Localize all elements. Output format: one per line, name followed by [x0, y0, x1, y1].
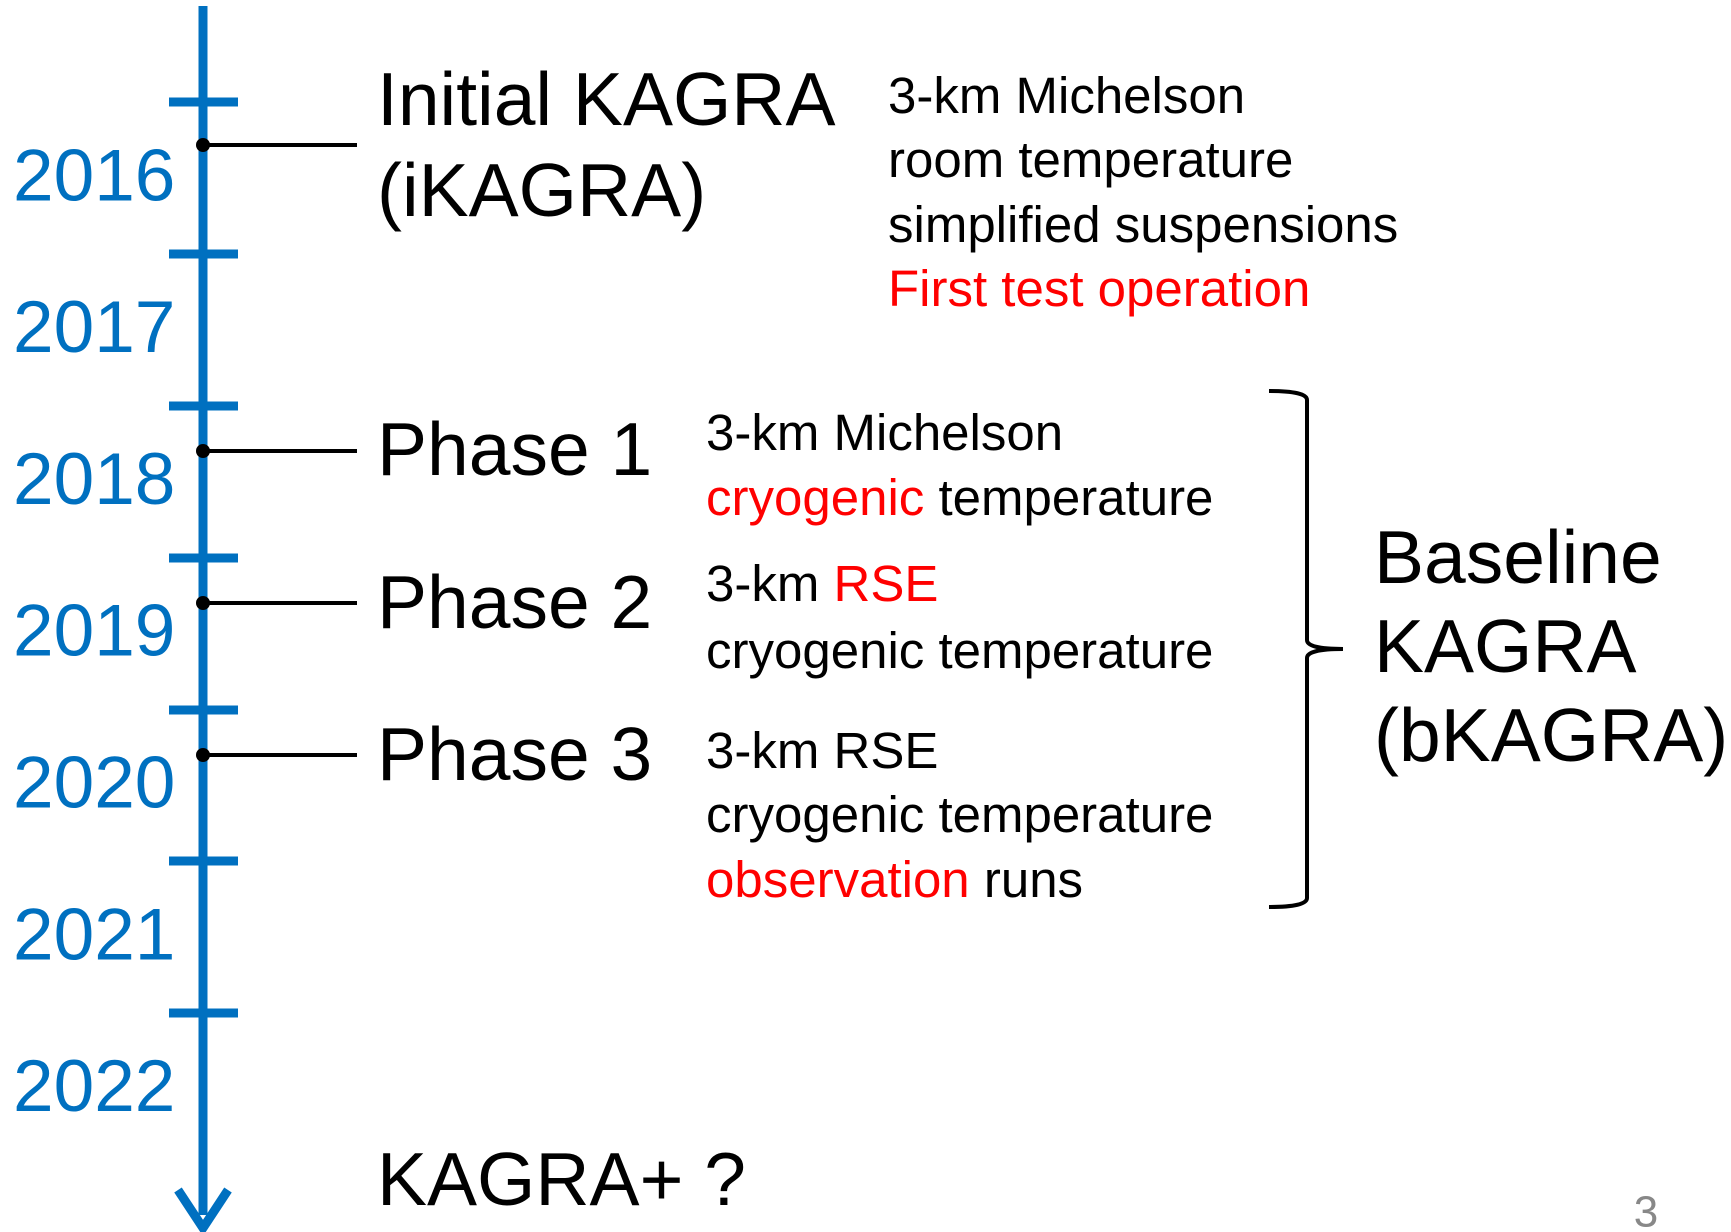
- phase-dot: [196, 596, 210, 610]
- detail-segment: cryogenic temperature: [706, 622, 1213, 679]
- group-label: Baseline: [1374, 515, 1662, 599]
- year-label: 2018: [13, 439, 175, 520]
- detail-segment: room temperature: [888, 131, 1293, 188]
- page-number: 3: [1634, 1188, 1658, 1232]
- phase-label: Phase 1: [377, 407, 652, 491]
- phase-detail: 3-km RSE: [706, 722, 938, 779]
- future-label: KAGRA+ ?: [377, 1137, 746, 1221]
- phase-label: (iKAGRA): [377, 148, 706, 232]
- phase-dot: [196, 748, 210, 762]
- year-label: 2020: [13, 742, 175, 823]
- year-label: 2016: [13, 135, 175, 216]
- phase-detail: room temperature: [888, 131, 1293, 188]
- phase-detail: 3-km RSE: [706, 555, 938, 612]
- phase-detail: First test operation: [888, 260, 1310, 317]
- detail-segment: 3-km Michelson: [706, 404, 1063, 461]
- phase-detail: simplified suspensions: [888, 196, 1398, 253]
- phase-dot: [196, 138, 210, 152]
- phase-detail: cryogenic temperature: [706, 622, 1213, 679]
- phase-detail: 3-km Michelson: [706, 404, 1063, 461]
- detail-segment: 3-km RSE: [706, 722, 938, 779]
- phase-detail: cryogenic temperature: [706, 469, 1213, 526]
- detail-segment: temperature: [924, 469, 1213, 526]
- detail-segment: 3-km Michelson: [888, 67, 1245, 124]
- phase-label: Phase 2: [377, 560, 652, 644]
- detail-segment: simplified suspensions: [888, 196, 1398, 253]
- detail-segment: runs: [970, 851, 1083, 908]
- phase-label: Phase 3: [377, 712, 652, 796]
- phase-label: Initial KAGRA: [377, 57, 836, 141]
- timeline-arrow: [174, 1187, 232, 1232]
- group-brace: [1268, 389, 1344, 909]
- phase-dot: [196, 444, 210, 458]
- detail-segment: First test operation: [888, 260, 1310, 317]
- detail-segment: 3-km: [706, 555, 834, 612]
- year-label: 2021: [13, 894, 175, 975]
- phase-detail: observation runs: [706, 851, 1083, 908]
- phase-detail: 3-km Michelson: [888, 67, 1245, 124]
- year-label: 2019: [13, 591, 175, 672]
- group-label: (bKAGRA): [1374, 693, 1728, 777]
- phase-detail: cryogenic temperature: [706, 786, 1213, 843]
- detail-segment: cryogenic: [706, 469, 924, 526]
- year-label: 2017: [13, 287, 175, 368]
- year-label: 2022: [13, 1046, 175, 1127]
- group-label: KAGRA: [1374, 604, 1637, 688]
- detail-segment: cryogenic temperature: [706, 786, 1213, 843]
- detail-segment: observation: [706, 851, 970, 908]
- detail-segment: RSE: [834, 555, 939, 612]
